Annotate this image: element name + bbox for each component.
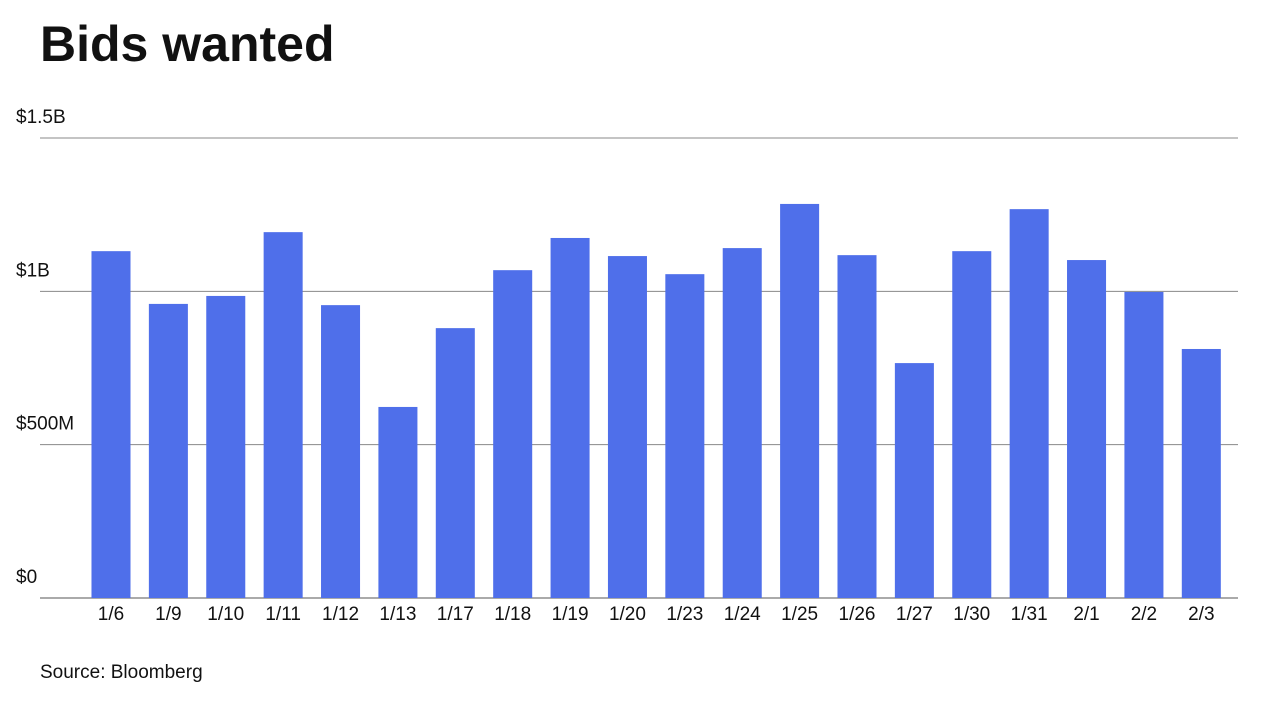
bar <box>493 270 533 598</box>
bar <box>780 203 820 598</box>
x-tick-label: 1/6 <box>98 604 124 625</box>
x-tick-label: 2/1 <box>1073 604 1099 625</box>
y-tick-label: $1B <box>16 260 50 281</box>
x-tick-label: 1/11 <box>265 604 301 625</box>
bar <box>1181 348 1221 598</box>
x-tick-label: 1/13 <box>379 604 416 625</box>
bar <box>665 274 705 598</box>
x-tick-label: 1/31 <box>1011 604 1048 625</box>
x-tick-label: 1/26 <box>839 604 876 625</box>
bar <box>1067 260 1107 598</box>
bar <box>894 363 934 598</box>
x-tick-label: 2/2 <box>1131 604 1157 625</box>
bar <box>206 295 246 598</box>
bar <box>435 328 475 598</box>
bar <box>722 248 762 599</box>
x-tick-label: 1/25 <box>781 604 818 625</box>
bar <box>263 232 303 598</box>
x-tick-label: 1/17 <box>437 604 474 625</box>
x-tick-label: 1/12 <box>322 604 359 625</box>
bar <box>378 406 418 598</box>
bar <box>91 251 131 598</box>
x-tick-label: 1/27 <box>896 604 933 625</box>
bar <box>321 305 361 598</box>
x-tick-label: 1/18 <box>494 604 531 625</box>
bar <box>607 256 647 598</box>
bar <box>1124 291 1164 598</box>
y-tick-label: $0 <box>16 567 37 588</box>
y-tick-label: $1.5B <box>16 107 66 128</box>
source-note: Source: Bloomberg <box>40 662 203 683</box>
x-tick-label: 1/30 <box>953 604 990 625</box>
x-tick-label: 1/24 <box>724 604 761 625</box>
x-tick-label: 1/10 <box>207 604 244 625</box>
x-tick-label: 2/3 <box>1188 604 1214 625</box>
bar <box>952 251 992 598</box>
bar <box>148 303 188 598</box>
x-tick-label: 1/19 <box>552 604 589 625</box>
bar <box>1009 209 1049 598</box>
chart-title: Bids wanted <box>40 16 334 72</box>
x-tick-label: 1/20 <box>609 604 646 625</box>
x-tick-label: 1/23 <box>666 604 703 625</box>
bar <box>837 255 877 598</box>
y-tick-label: $500M <box>16 414 74 435</box>
bar <box>550 237 590 598</box>
x-tick-label: 1/9 <box>155 604 181 625</box>
